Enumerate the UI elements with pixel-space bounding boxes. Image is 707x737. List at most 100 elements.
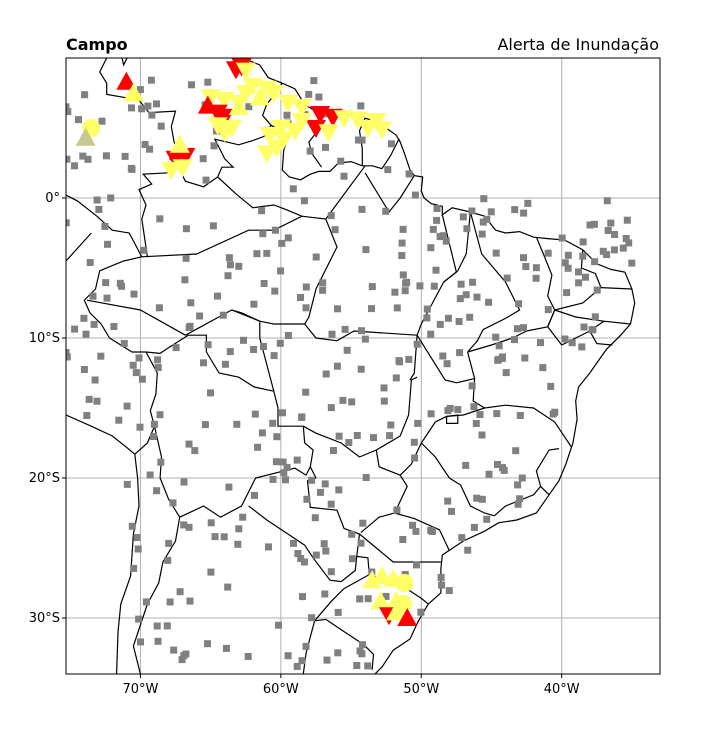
station-no-alert <box>345 439 353 446</box>
station-no-alert <box>219 311 227 319</box>
border-line <box>600 287 632 290</box>
border-line <box>467 351 485 409</box>
station-no-alert <box>155 304 163 312</box>
border-line <box>185 309 242 336</box>
x-axis-ticks: 70°W 60°W 50°W 40°W <box>122 674 580 697</box>
border-line <box>138 124 272 257</box>
station-no-alert <box>146 145 154 153</box>
station-no-alert <box>91 376 99 384</box>
station-no-alert <box>300 197 308 205</box>
station-no-alert <box>234 540 242 548</box>
station-no-alert <box>225 483 233 491</box>
station-no-alert <box>458 534 466 542</box>
station-no-alert <box>478 230 486 238</box>
station-no-alert <box>563 289 571 297</box>
station-no-alert <box>120 340 128 347</box>
station-no-alert <box>150 433 157 440</box>
station-no-alert <box>462 461 470 469</box>
station-no-alert <box>239 513 247 521</box>
station-no-alert <box>259 230 267 238</box>
border-line <box>535 448 559 487</box>
station-no-alert <box>414 419 422 427</box>
station-no-alert <box>235 525 243 533</box>
alert-triangle-up-yellow <box>249 87 270 106</box>
station-no-alert <box>423 314 431 322</box>
alert-triangle-down-yellow <box>266 139 287 158</box>
station-no-alert <box>539 364 547 372</box>
station-no-alert <box>370 434 377 442</box>
alert-triangle-down-yellow <box>371 121 392 140</box>
station-no-alert <box>470 403 478 411</box>
station-no-alert <box>622 235 630 242</box>
station-no-alert <box>169 499 177 507</box>
station-no-alert <box>628 259 636 267</box>
station-no-alert <box>308 476 316 484</box>
station-no-alert <box>433 216 441 224</box>
station-no-alert <box>511 206 519 214</box>
station-no-alert <box>82 330 90 338</box>
station-no-alert <box>115 416 123 424</box>
station-no-alert <box>277 267 285 275</box>
station-no-alert <box>578 343 586 351</box>
station-no-alert <box>306 147 314 155</box>
station-no-alert <box>387 421 395 429</box>
station-no-alert <box>135 615 143 623</box>
border-line <box>589 320 613 346</box>
station-no-alert <box>163 622 171 630</box>
station-no-alert <box>487 208 495 216</box>
station-no-alert <box>416 282 424 290</box>
station-no-alert <box>387 140 395 148</box>
station-no-alert <box>337 157 345 165</box>
station-no-alert <box>405 170 413 178</box>
station-no-alert <box>427 244 435 252</box>
station-no-alert <box>544 306 552 314</box>
alert-triangle-down-yellow <box>318 124 339 143</box>
x-tick-label: 40°W <box>544 682 580 697</box>
station-no-alert <box>444 314 452 322</box>
station-no-alert <box>399 271 407 279</box>
station-no-alert <box>209 222 217 230</box>
station-no-alert <box>521 354 529 362</box>
station-no-alert <box>393 506 401 514</box>
station-no-alert <box>269 419 277 427</box>
station-no-alert <box>319 286 327 294</box>
no-alert-stations <box>66 76 636 670</box>
station-no-alert <box>330 447 337 454</box>
station-no-alert <box>186 597 194 605</box>
station-no-alert <box>436 320 444 328</box>
border-line <box>99 58 180 168</box>
x-tick-label: 50°W <box>403 682 439 697</box>
station-no-alert <box>90 320 98 328</box>
station-no-alert <box>211 533 219 541</box>
station-no-alert <box>464 546 472 554</box>
station-no-alert <box>456 349 464 357</box>
station-no-alert <box>439 352 447 360</box>
station-no-alert <box>335 432 343 440</box>
border-line <box>467 326 548 353</box>
station-no-alert <box>98 117 106 125</box>
station-no-alert <box>95 205 103 213</box>
station-no-alert <box>310 77 318 85</box>
station-no-alert <box>411 454 419 462</box>
station-no-alert <box>214 292 221 300</box>
alert-triangle-up-yellow <box>370 591 391 610</box>
station-no-alert <box>204 78 212 86</box>
station-no-alert <box>298 657 306 665</box>
station-no-alert <box>260 280 268 287</box>
station-no-alert <box>443 360 451 368</box>
station-no-alert <box>353 432 361 439</box>
station-no-alert <box>428 528 436 535</box>
border-line <box>416 334 475 384</box>
station-no-alert <box>154 356 162 364</box>
station-no-alert <box>511 336 518 344</box>
border-line <box>467 211 521 353</box>
station-no-alert <box>384 166 392 174</box>
station-no-alert <box>66 353 71 361</box>
station-no-alert <box>362 474 370 481</box>
station-no-alert <box>130 564 138 572</box>
station-no-alert <box>357 365 365 373</box>
station-no-alert <box>271 287 279 295</box>
station-no-alert <box>224 583 232 591</box>
station-no-alert <box>359 519 367 527</box>
border-line <box>554 309 631 325</box>
